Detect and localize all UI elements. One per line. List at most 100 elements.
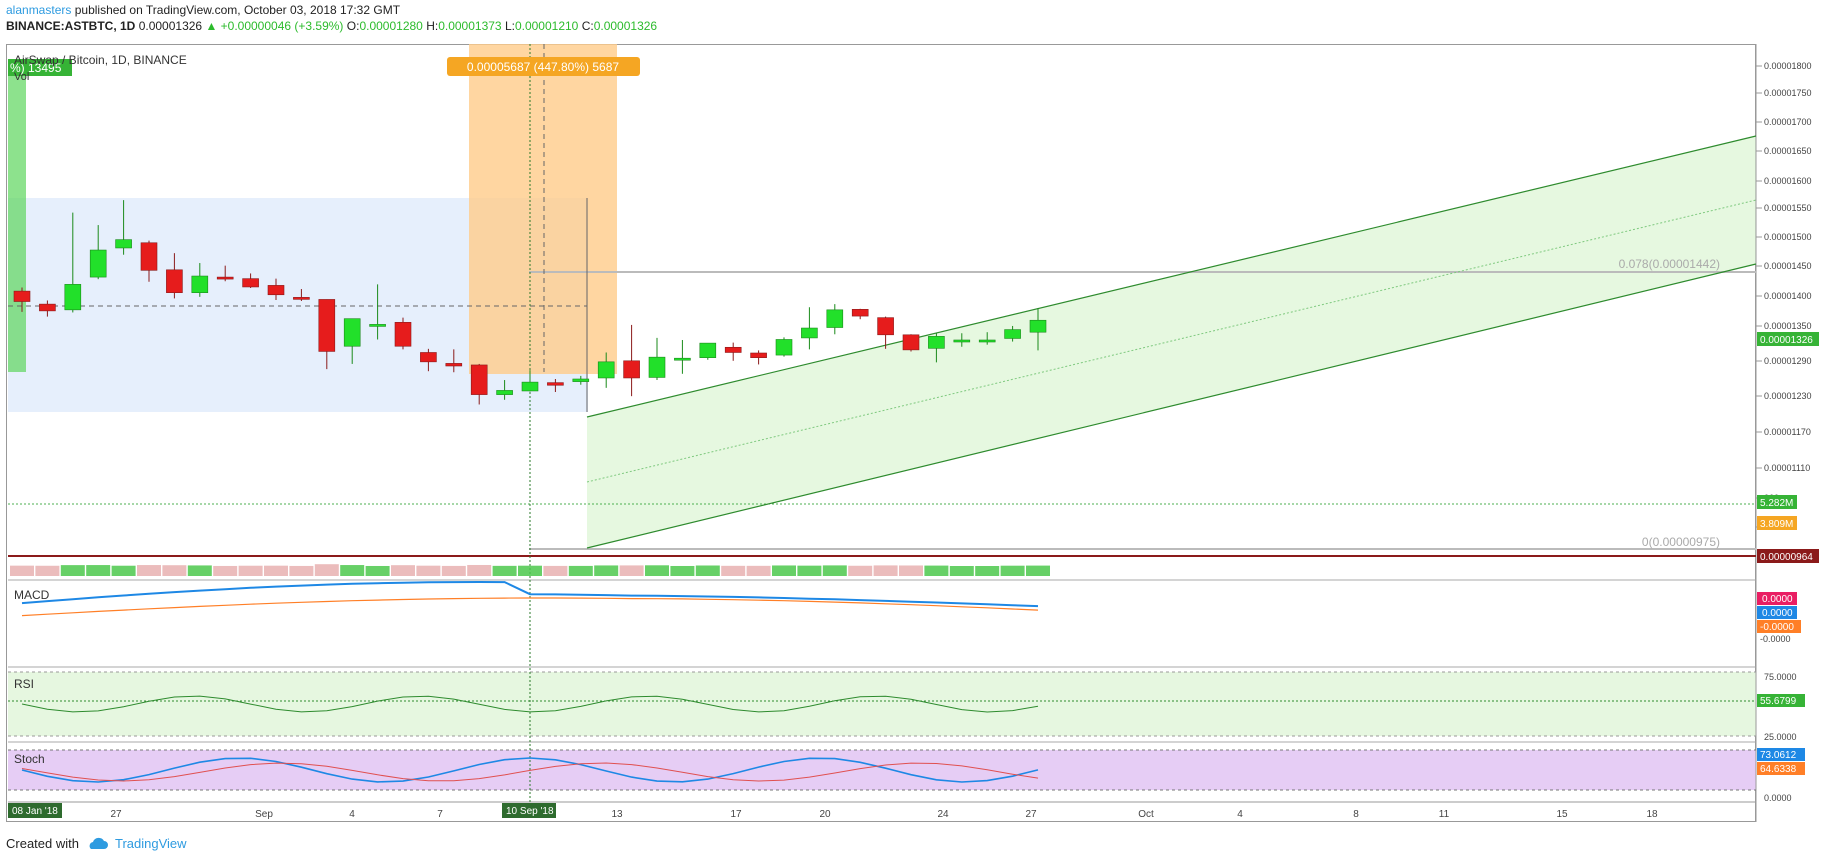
candle[interactable] <box>216 265 234 282</box>
candle[interactable] <box>851 308 869 320</box>
volume-bar <box>1000 565 1025 576</box>
macd-badge-b-bg <box>1757 606 1797 619</box>
candle-body <box>191 275 209 293</box>
candle[interactable] <box>953 333 971 347</box>
volume-bar <box>797 565 822 576</box>
candle[interactable] <box>547 379 564 392</box>
candle[interactable] <box>89 225 107 280</box>
candle[interactable] <box>877 316 894 349</box>
y-tick-label: 0.00001230 <box>1764 391 1812 401</box>
candle[interactable] <box>242 273 259 288</box>
y-tick-label: 0.00001550 <box>1764 203 1812 213</box>
volume-bar <box>772 565 796 576</box>
candle[interactable] <box>115 200 132 255</box>
volume-bar <box>416 565 441 576</box>
candle[interactable] <box>369 284 386 340</box>
x-tick-label: Oct <box>1138 809 1154 820</box>
y-tick-label: 0.00001290 <box>1764 356 1812 366</box>
candle[interactable] <box>902 334 920 352</box>
stoch-band <box>8 750 1756 790</box>
x-tick-label: 4 <box>1237 809 1243 820</box>
candle[interactable] <box>572 375 590 385</box>
candle-body <box>623 360 640 379</box>
symbol-label: BINANCE:ASTBTC, 1D <box>6 19 136 33</box>
candle-body <box>1029 319 1047 333</box>
rsi-tick-lower: 25.0000 <box>1764 732 1797 742</box>
candle-body <box>750 352 767 358</box>
support-badge-bg <box>1757 549 1819 563</box>
candle-body <box>572 378 590 382</box>
candle[interactable] <box>293 289 310 301</box>
open-value: 0.00001280 <box>359 19 423 33</box>
volume-bar <box>721 565 746 576</box>
volume-bar <box>264 565 288 576</box>
candle[interactable] <box>64 212 82 313</box>
measure-label-bg <box>447 57 640 76</box>
ohlc-line: BINANCE:ASTBTC, 1D 0.00001326 ▲ +0.00000… <box>6 18 657 34</box>
vol-label: Vol <box>14 71 29 83</box>
candle[interactable] <box>420 348 437 372</box>
close-label: C: <box>581 19 594 33</box>
candle[interactable] <box>674 340 691 374</box>
candle[interactable] <box>623 324 640 397</box>
candle[interactable] <box>521 370 539 392</box>
chart-header: alanmasters published on TradingView.com… <box>6 2 657 34</box>
candle-body <box>521 381 539 392</box>
left-volume-bar <box>8 66 26 372</box>
candle[interactable] <box>597 352 615 388</box>
y-tick-label: 0.00001750 <box>1764 88 1812 98</box>
candle[interactable] <box>648 337 666 381</box>
candle-body <box>801 327 818 339</box>
candle[interactable] <box>39 300 56 317</box>
publish-line: alanmasters published on TradingView.com… <box>6 2 657 18</box>
volume-bar <box>35 565 60 576</box>
candle-body <box>928 336 945 349</box>
author-link[interactable]: alanmasters <box>6 3 72 17</box>
volume-bar <box>492 565 517 576</box>
candle[interactable] <box>445 349 463 373</box>
candle[interactable] <box>343 318 361 364</box>
candle[interactable] <box>826 304 844 335</box>
macd-label: MACD <box>14 588 50 602</box>
volume-bar <box>467 564 492 576</box>
candle[interactable] <box>496 380 513 400</box>
candle[interactable] <box>140 240 158 282</box>
left-badge-bg <box>8 59 72 76</box>
candle[interactable] <box>191 263 209 297</box>
candle[interactable] <box>13 287 31 312</box>
candle[interactable] <box>699 342 717 360</box>
stoch-d-line <box>21 762 1039 782</box>
candle[interactable] <box>1029 308 1047 351</box>
candle[interactable] <box>928 333 945 363</box>
candle-body <box>39 303 56 312</box>
stoch-label: Stoch <box>14 752 45 766</box>
candle[interactable] <box>775 337 793 357</box>
y-tick-label: 0.00001170 <box>1764 427 1811 437</box>
chart-title: AirSwap / Bitcoin, 1D, BINANCE <box>14 53 187 67</box>
candle[interactable] <box>750 350 767 365</box>
candle[interactable] <box>978 332 996 345</box>
last-price-badge-bg <box>1757 332 1819 346</box>
candle[interactable] <box>801 307 818 350</box>
candle[interactable] <box>166 253 183 299</box>
candle-body <box>343 318 361 347</box>
candle[interactable] <box>470 363 488 405</box>
high-label: H: <box>426 19 439 33</box>
candle[interactable] <box>1004 325 1021 342</box>
volume-bar <box>746 565 771 576</box>
volume-bar <box>645 565 669 576</box>
candle[interactable] <box>724 342 742 361</box>
macd-badge-a-bg <box>1757 592 1797 605</box>
vol-ma-badge: 3.809M <box>1760 519 1793 530</box>
candle-body <box>597 361 615 379</box>
candle[interactable] <box>394 317 412 350</box>
channel-mid <box>586 199 1757 483</box>
candle[interactable] <box>318 299 336 370</box>
volume-bar <box>873 565 898 576</box>
publish-info: published on TradingView.com, October 03… <box>74 3 401 17</box>
candle[interactable] <box>267 278 285 300</box>
low-value: 0.00001210 <box>514 19 579 33</box>
volume-bar <box>137 565 161 576</box>
tradingview-link[interactable]: TradingView <box>114 836 187 851</box>
